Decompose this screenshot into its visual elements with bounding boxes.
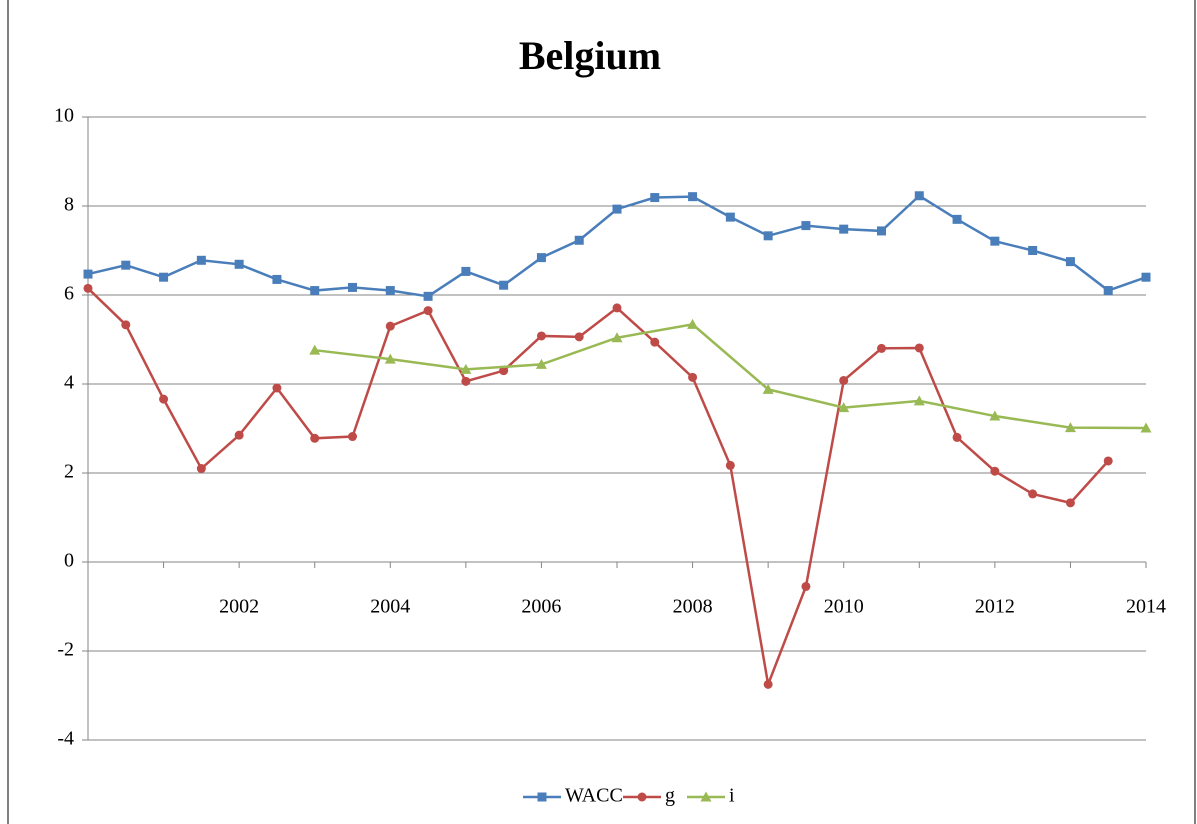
y-tick-label: -4: [57, 728, 74, 750]
marker-triangle: [460, 363, 472, 374]
chart-frame: [7, 0, 1196, 824]
marker-circle: [461, 376, 471, 386]
marker-square: [536, 253, 546, 263]
marker-square: [952, 214, 962, 224]
marker-square: [877, 226, 886, 236]
marker-square: [196, 255, 206, 265]
marker-circle: [423, 306, 433, 316]
y-tick-label: 4: [64, 372, 74, 394]
marker-triangle: [309, 344, 321, 355]
marker-square: [1103, 286, 1113, 296]
legend-label: g: [665, 785, 675, 807]
marker-circle: [121, 320, 131, 330]
marker-circle: [83, 283, 93, 293]
chart-title: Belgium: [519, 33, 661, 78]
marker-triangle: [687, 318, 699, 329]
marker-square: [914, 191, 924, 201]
marker-circle: [499, 366, 509, 376]
marker-circle: [234, 430, 244, 440]
y-tick-label: 8: [64, 194, 74, 216]
y-tick-label: 2: [64, 461, 74, 483]
marker-circle: [763, 679, 773, 689]
marker-circle: [839, 375, 849, 385]
marker-circle: [1065, 498, 1075, 508]
marker-circle: [536, 331, 546, 341]
marker-circle: [574, 332, 584, 342]
marker-circle: [1103, 456, 1113, 466]
marker-triangle: [1140, 422, 1152, 433]
marker-circle: [310, 433, 320, 443]
marker-square: [348, 282, 357, 292]
y-tick-label: 0: [64, 550, 74, 572]
legend-label: WACC: [565, 785, 623, 807]
marker-circle: [990, 466, 1000, 476]
marker-circle: [272, 383, 282, 393]
marker-square: [574, 235, 584, 245]
marker-square: [499, 280, 509, 290]
marker-triangle: [1064, 422, 1076, 433]
marker-square: [990, 236, 1000, 246]
y-tick-label: 6: [64, 283, 74, 305]
x-tick-label: 2014: [1126, 596, 1166, 618]
marker-triangle: [700, 791, 712, 802]
marker-circle: [348, 432, 357, 442]
marker-square: [839, 224, 849, 234]
marker-triangle: [913, 395, 925, 406]
marker-circle: [1028, 489, 1038, 499]
marker-circle: [688, 372, 698, 382]
marker-square: [1141, 272, 1151, 282]
marker-triangle: [838, 402, 850, 413]
legend-label: i: [729, 785, 735, 807]
marker-square: [612, 204, 622, 214]
x-tick-label: 2010: [824, 596, 864, 618]
series-line: [314, 323, 1147, 430]
marker-square: [310, 286, 320, 296]
marker-square: [725, 212, 735, 222]
marker-triangle: [384, 353, 396, 364]
marker-triangle: [535, 358, 547, 369]
x-tick-label: 2008: [673, 596, 713, 618]
marker-square: [272, 274, 282, 284]
y-tick-label: 10: [54, 105, 74, 127]
x-tick-label: 2002: [219, 596, 259, 618]
x-tick-label: 2004: [370, 596, 410, 618]
x-tick-label: 2012: [975, 596, 1015, 618]
marker-triangle: [989, 410, 1001, 421]
marker-circle: [801, 581, 811, 591]
marker-triangle: [611, 332, 623, 343]
marker-circle: [952, 432, 962, 442]
y-tick-label: -2: [57, 639, 74, 661]
marker-triangle: [762, 383, 774, 394]
marker-square: [423, 291, 433, 301]
marker-circle: [914, 343, 924, 353]
marker-circle: [650, 337, 660, 347]
marker-circle: [725, 460, 735, 470]
marker-square: [650, 193, 660, 203]
marker-square: [121, 260, 131, 270]
marker-square: [1065, 257, 1075, 267]
marker-square: [688, 192, 698, 202]
marker-square: [83, 269, 93, 279]
marker-square: [1028, 246, 1038, 255]
marker-square: [234, 259, 244, 269]
marker-square: [801, 221, 811, 231]
marker-square: [159, 272, 169, 282]
marker-circle: [385, 321, 395, 331]
marker-circle: [159, 394, 169, 404]
series-line: [87, 287, 1110, 690]
x-tick-label: 2006: [521, 596, 561, 618]
marker-square: [763, 231, 773, 241]
marker-square: [537, 792, 547, 802]
marker-circle: [637, 792, 647, 802]
marker-square: [385, 286, 395, 296]
marker-circle: [196, 464, 206, 474]
marker-circle: [877, 343, 886, 353]
marker-square: [461, 266, 471, 276]
marker-circle: [612, 303, 622, 313]
